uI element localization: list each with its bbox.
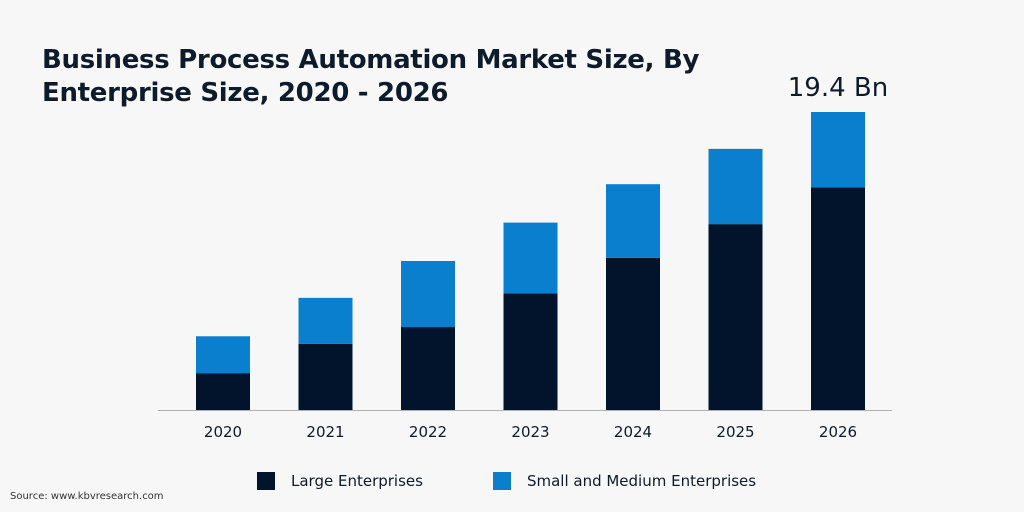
x-tick-label-2022: 2022 (409, 423, 447, 441)
legend-item-small-medium-enterprises: Small and Medium Enterprises (492, 472, 757, 490)
bar-large-2021 (298, 343, 353, 410)
bar-small-medium-2021 (298, 297, 353, 344)
legend-swatch-large-enterprises (257, 472, 275, 490)
x-tick-label-2026: 2026 (819, 423, 857, 441)
bar-small-medium-2022 (401, 261, 455, 328)
bar-small-medium-2023 (503, 222, 558, 294)
bar-small-medium-2020 (196, 336, 250, 374)
annotations: 19.4 Bn (788, 73, 888, 103)
x-tick-label-2020: 2020 (204, 423, 242, 441)
source-note: Source: www.kbvresearch.com (10, 491, 164, 502)
x-tick-label-2021: 2021 (306, 423, 344, 441)
bar-small-medium-2024 (606, 184, 660, 258)
bar-small-medium-2025 (708, 148, 763, 225)
legend: Large Enterprises Small and Medium Enter… (257, 472, 756, 490)
x-tick-label-2025: 2025 (716, 423, 754, 441)
bar-large-2025 (708, 224, 763, 410)
bar-large-2023 (503, 293, 558, 410)
chart-title: Business Process Automation Market Size,… (42, 44, 722, 110)
legend-swatch-small-medium-enterprises (492, 472, 511, 490)
bar-large-2020 (196, 373, 250, 410)
x-tick-label-2023: 2023 (511, 423, 549, 441)
chart-title-line-1: Business Process Automation Market Size,… (42, 45, 700, 75)
data-label-2026: 19.4 Bn (788, 73, 888, 103)
x-tick-label-2024: 2024 (614, 423, 652, 441)
bar-large-2024 (606, 257, 660, 410)
bar-large-2026 (811, 187, 865, 410)
x-tick-labels: 2020 2021 2022 2023 2024 2025 2026 (204, 423, 857, 441)
chart-title-line-2: Enterprise Size, 2020 - 2026 (42, 78, 449, 108)
bar-large-2022 (401, 327, 455, 410)
bars-group (196, 112, 865, 410)
legend-label-large-enterprises: Large Enterprises (291, 472, 423, 490)
legend-item-large-enterprises: Large Enterprises (257, 472, 423, 490)
legend-label-small-medium-enterprises: Small and Medium Enterprises (526, 472, 757, 490)
bar-small-medium-2026 (811, 112, 865, 188)
